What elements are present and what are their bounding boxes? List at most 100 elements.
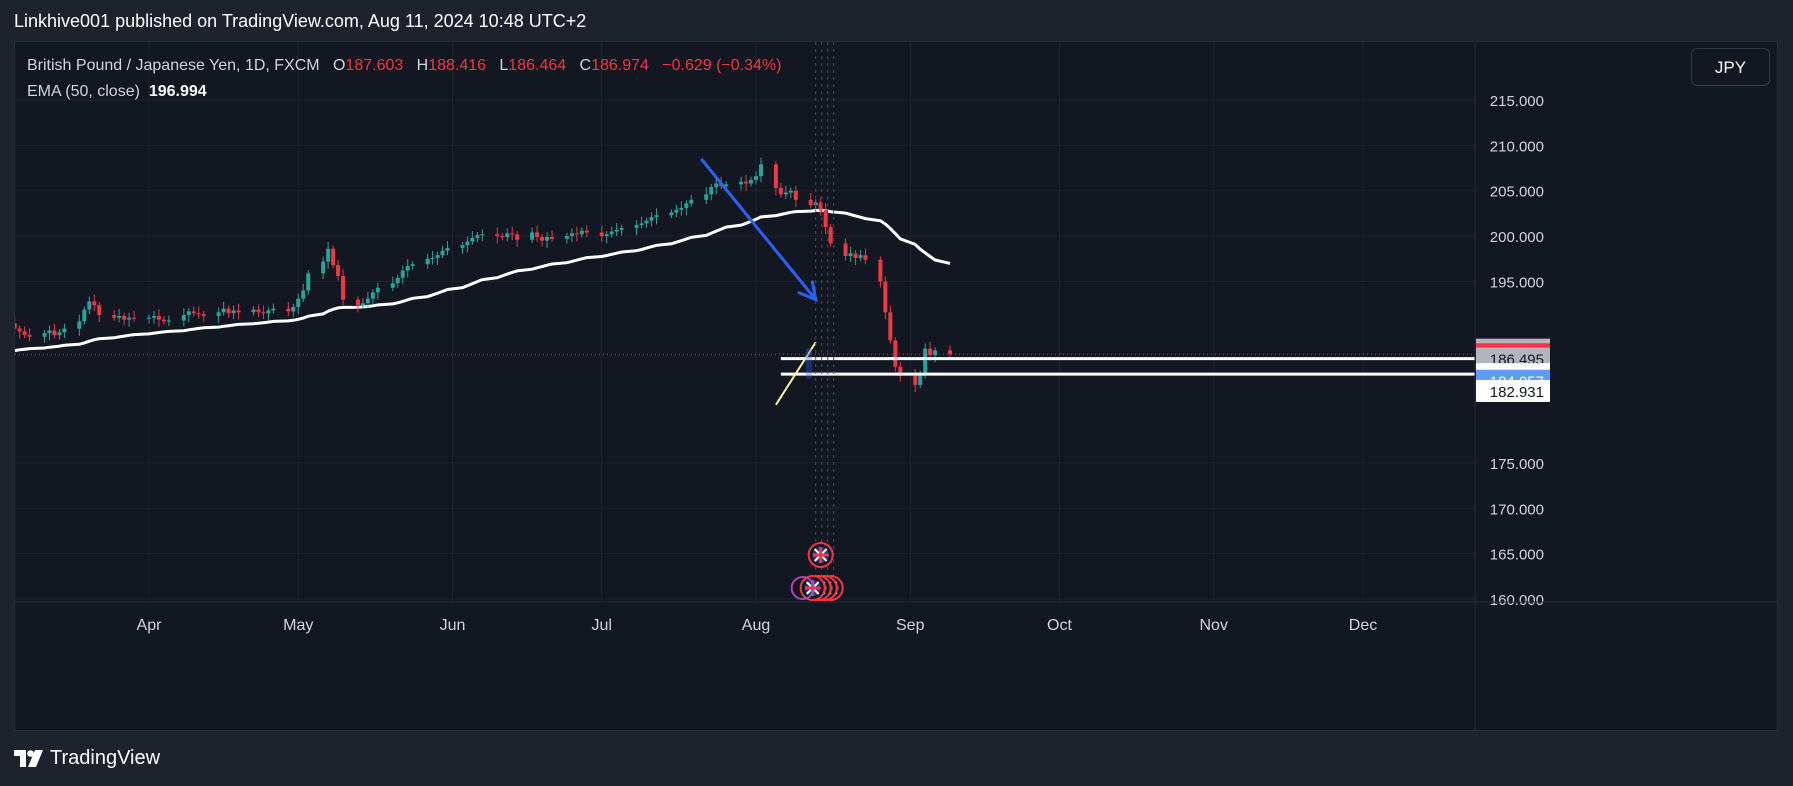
position-box bbox=[805, 348, 812, 379]
candle bbox=[341, 269, 346, 306]
low-value: 186.464 bbox=[508, 57, 567, 74]
chart-area[interactable]: 215.000 210.000 205.000 200.000 195.000 175.0… bbox=[14, 41, 1778, 731]
candle-body bbox=[375, 287, 380, 293]
candle-body bbox=[530, 232, 535, 240]
candle bbox=[783, 185, 788, 199]
candle-body bbox=[92, 301, 97, 306]
ema-value: 196.994 bbox=[148, 83, 207, 100]
candle bbox=[858, 250, 863, 262]
price-tag-label: 182.931 bbox=[1490, 384, 1544, 401]
candle bbox=[883, 276, 888, 320]
candle bbox=[122, 312, 127, 326]
candle-body bbox=[47, 330, 52, 334]
candle bbox=[669, 209, 674, 219]
tradingview-brand[interactable]: TradingView bbox=[14, 747, 160, 770]
candle bbox=[749, 176, 754, 187]
candle bbox=[87, 296, 92, 315]
candle bbox=[296, 293, 301, 315]
candle-body bbox=[132, 317, 137, 319]
candle bbox=[515, 231, 520, 247]
y-tick-label: 215.000 bbox=[1490, 93, 1544, 110]
candle bbox=[853, 250, 858, 266]
candle-body bbox=[614, 229, 619, 232]
candle bbox=[634, 220, 639, 236]
candle-body bbox=[430, 257, 435, 259]
candle-body bbox=[619, 227, 624, 230]
candle bbox=[704, 187, 709, 205]
y-tick-label: 165.000 bbox=[1490, 547, 1544, 564]
legend-ema-row: EMA (50, close) 196.994 bbox=[27, 79, 781, 105]
candle bbox=[201, 310, 206, 322]
candle bbox=[679, 201, 684, 216]
candle-body bbox=[291, 306, 296, 312]
candle-body bbox=[689, 199, 694, 204]
candle bbox=[286, 301, 291, 316]
candle-body bbox=[634, 225, 639, 228]
candle-body bbox=[360, 303, 365, 306]
x-tick-label: Oct bbox=[1047, 617, 1072, 634]
candle-body bbox=[306, 273, 311, 291]
candle bbox=[216, 307, 221, 324]
candle-body bbox=[445, 247, 450, 251]
candle bbox=[848, 246, 853, 262]
candle bbox=[510, 226, 515, 241]
candle-body bbox=[127, 317, 132, 320]
candle bbox=[321, 256, 326, 280]
candle-body bbox=[62, 328, 67, 333]
candle bbox=[569, 228, 574, 242]
candle bbox=[808, 192, 813, 209]
x-tick-label: Aug bbox=[742, 617, 770, 634]
candle-body bbox=[744, 181, 749, 184]
candle-body bbox=[574, 233, 579, 235]
candle-body bbox=[898, 366, 903, 376]
candle bbox=[550, 230, 555, 242]
candle bbox=[500, 232, 505, 241]
candle bbox=[400, 265, 405, 284]
candle-body bbox=[515, 234, 520, 240]
candle-body bbox=[216, 312, 221, 316]
candle bbox=[535, 225, 540, 242]
candle-body bbox=[709, 187, 714, 195]
candle-body bbox=[564, 236, 569, 239]
candle bbox=[948, 345, 953, 358]
candle-body bbox=[435, 255, 440, 258]
candle bbox=[301, 283, 306, 302]
uk-flag-icon[interactable] bbox=[807, 542, 834, 568]
candle bbox=[97, 301, 102, 323]
candle-body bbox=[754, 176, 758, 180]
candle-body bbox=[425, 258, 430, 265]
candle-body bbox=[639, 223, 644, 226]
candle-body bbox=[649, 217, 654, 221]
candle-body bbox=[231, 310, 236, 314]
candle-body bbox=[584, 230, 589, 233]
candle bbox=[684, 200, 689, 216]
candle bbox=[186, 308, 191, 323]
candle bbox=[92, 294, 97, 311]
candle bbox=[460, 241, 465, 254]
candle-body bbox=[395, 277, 400, 284]
candle-body bbox=[261, 312, 266, 314]
candle-body bbox=[863, 255, 868, 260]
candle-body bbox=[52, 330, 57, 335]
price-chart[interactable]: 215.000 210.000 205.000 200.000 195.000 175.0… bbox=[15, 42, 1777, 730]
candle-body bbox=[714, 183, 719, 188]
candle-body bbox=[679, 207, 684, 210]
candle bbox=[326, 241, 331, 269]
candle-body bbox=[286, 308, 291, 312]
candle bbox=[425, 253, 430, 269]
candle-body bbox=[97, 305, 102, 316]
candle bbox=[579, 227, 584, 238]
close-value: 186.974 bbox=[591, 57, 649, 74]
candle-body bbox=[266, 310, 271, 314]
currency-button[interactable]: JPY bbox=[1691, 48, 1770, 86]
blue-arrow-line bbox=[700, 158, 817, 301]
legend-symbol-row: British Pound / Japanese Yen, 1D, FXCM O… bbox=[27, 53, 781, 79]
chart-legend: British Pound / Japanese Yen, 1D, FXCM O… bbox=[27, 53, 781, 105]
candle bbox=[823, 202, 828, 235]
candle-body bbox=[933, 350, 938, 355]
candle-body bbox=[545, 236, 550, 241]
candle bbox=[709, 183, 714, 201]
candle bbox=[754, 171, 758, 185]
candle bbox=[574, 226, 579, 242]
candle-body bbox=[181, 315, 186, 321]
